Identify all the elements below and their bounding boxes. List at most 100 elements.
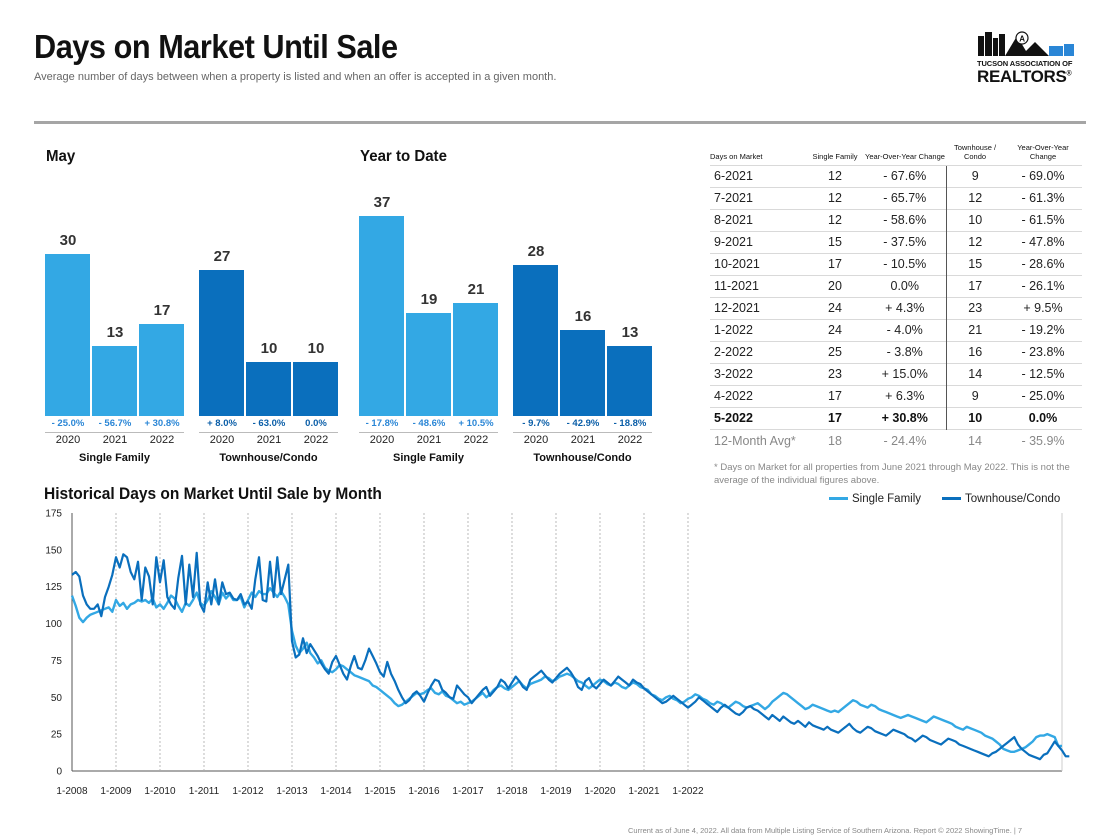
table-row: 11-2021 20 0.0% 17- 26.1% bbox=[710, 274, 1082, 298]
ytd-townhouse-condo-change-2020: - 9.7% bbox=[522, 418, 550, 429]
table-cell: 10 bbox=[945, 208, 1004, 232]
y-tick-label-25: 25 bbox=[51, 730, 63, 741]
table-cell: 14 bbox=[946, 428, 1004, 452]
line-chart-title: Historical Days on Market Until Sale by … bbox=[44, 485, 382, 503]
y-tick-label-75: 75 bbox=[51, 656, 63, 667]
table-cell: + 30.8% bbox=[864, 406, 946, 430]
table-cell: 12-2021 bbox=[710, 296, 806, 320]
table-row: 3-2022 23 + 15.0% 14- 12.5% bbox=[710, 362, 1082, 386]
table-cell: - 37.5% bbox=[864, 230, 946, 254]
table-cell: 18 bbox=[806, 428, 864, 452]
table-row: 5-2022 17 + 30.8% 10 0.0% bbox=[710, 406, 1082, 430]
ytd-single-family-year-2021: 2021 bbox=[416, 434, 442, 446]
table-cell: - 26.1% bbox=[1004, 274, 1082, 298]
may-single-family-change-2021: - 56.7% bbox=[98, 418, 132, 429]
table-cell: - 61.3% bbox=[1004, 186, 1082, 210]
table-cell: 8-2021 bbox=[710, 208, 806, 232]
legend-single-family: Single Family bbox=[829, 493, 921, 505]
ytd-townhouse-condo-change-2022: - 18.8% bbox=[613, 418, 647, 429]
col-days-on-market: Days on Market bbox=[710, 152, 763, 162]
may-single-family-year-2020: 2020 bbox=[55, 434, 81, 446]
ytd-townhouse-condo-group-label: Townhouse/Condo bbox=[533, 452, 632, 464]
table-cell: - 10.5% bbox=[864, 252, 946, 276]
table-cell: - 3.8% bbox=[864, 340, 946, 364]
table-cell: 9 bbox=[945, 164, 1004, 188]
table-cell: + 4.3% bbox=[864, 296, 946, 320]
table-row: 9-2021 15- 37.5% 12- 47.8% bbox=[710, 230, 1082, 254]
ytd-single-family-change-2021: - 48.6% bbox=[412, 418, 446, 429]
x-tick-label-1-2017: 1-2017 bbox=[452, 786, 484, 797]
table-cell: 11-2021 bbox=[710, 274, 806, 298]
legend-label-single-family: Single Family bbox=[852, 493, 922, 505]
table-cell: 23 bbox=[945, 296, 1004, 320]
table-cell: 3-2022 bbox=[710, 362, 806, 386]
table-cell: 16 bbox=[945, 340, 1004, 364]
y-tick-label-175: 175 bbox=[45, 509, 62, 520]
table-cell: 12-Month Avg* bbox=[710, 428, 806, 452]
table-cell: - 69.0% bbox=[1004, 164, 1082, 188]
may-single-family-bar-2021 bbox=[92, 345, 137, 416]
footnote: * Days on Market for all properties from… bbox=[714, 462, 1070, 486]
table-cell: 1-2022 bbox=[710, 318, 806, 342]
y-tick-label-50: 50 bbox=[51, 693, 63, 704]
table-cell: - 61.5% bbox=[1004, 208, 1082, 232]
table-cell: - 28.6% bbox=[1004, 252, 1082, 276]
table-cell: - 67.6% bbox=[864, 164, 946, 188]
x-tick-label-1-2012: 1-2012 bbox=[232, 786, 264, 797]
table-cell: 20 bbox=[806, 274, 864, 298]
may-single-family-value-2020: 30 bbox=[59, 232, 77, 249]
table-row: 12-2021 24 + 4.3% 23 + 9.5% bbox=[710, 296, 1082, 320]
city-skyline-icon: A bbox=[978, 31, 1074, 56]
table-cell: + 15.0% bbox=[864, 362, 946, 386]
may-townhouse-condo-value-2021: 10 bbox=[260, 340, 278, 357]
table-cell: - 47.8% bbox=[1004, 230, 1082, 254]
x-tick-label-1-2018: 1-2018 bbox=[496, 786, 528, 797]
col-single-family: Single Family bbox=[812, 152, 858, 162]
table-cell: - 35.9% bbox=[1004, 428, 1082, 452]
ytd-single-family-change-2020: - 17.8% bbox=[365, 418, 399, 429]
table-cell: - 12.5% bbox=[1004, 362, 1082, 386]
table-cell: + 6.3% bbox=[864, 384, 946, 408]
may-townhouse-condo-change-2022: 0.0% bbox=[305, 418, 327, 429]
table-cell: - 4.0% bbox=[864, 318, 946, 342]
table-cell: 21 bbox=[945, 318, 1004, 342]
ytd-single-family-bar-2022 bbox=[453, 302, 498, 416]
table-cell: 14 bbox=[945, 362, 1004, 386]
ytd-single-family-group-label: Single Family bbox=[393, 452, 464, 464]
table-cell: - 24.4% bbox=[864, 428, 946, 452]
table-cell: - 25.0% bbox=[1004, 384, 1082, 408]
table-cell: 0.0% bbox=[1004, 406, 1082, 430]
ytd-townhouse-condo-value-2020: 28 bbox=[527, 242, 545, 260]
table-cell: + 9.5% bbox=[1004, 296, 1082, 320]
x-tick-label-1-2019: 1-2019 bbox=[540, 786, 572, 797]
table-cell: 4-2022 bbox=[710, 384, 806, 408]
table-cell: 10-2021 bbox=[710, 252, 806, 276]
table-cell: 12 bbox=[806, 208, 864, 232]
table-header-row: Days on Market Single Family Year-Over-Y… bbox=[710, 143, 1082, 165]
svg-text:A: A bbox=[1019, 35, 1025, 44]
table-cell: - 23.8% bbox=[1004, 340, 1082, 364]
ytd-townhouse-condo-change-2021: - 42.9% bbox=[566, 418, 600, 429]
x-tick-label-1-2011: 1-2011 bbox=[189, 786, 220, 797]
col-sf-change: Year-Over-Year Change bbox=[865, 152, 945, 162]
ytd-single-family-divider bbox=[359, 432, 498, 433]
monthly-stats-table: Days on Market Single Family Year-Over-Y… bbox=[710, 143, 1082, 452]
ytd-single-family-year-2020: 2020 bbox=[369, 434, 395, 446]
y-tick-label-0: 0 bbox=[56, 767, 62, 778]
table-row: 7-2021 12- 65.7% 12- 61.3% bbox=[710, 186, 1082, 210]
logo-line-2: REALTORS® bbox=[977, 67, 1072, 86]
table-cell: 17 bbox=[806, 406, 864, 430]
may-single-family-change-2020: - 25.0% bbox=[51, 418, 85, 429]
legend-label-townhouse: Townhouse/Condo bbox=[965, 493, 1061, 505]
ytd-single-family-value-2020: 37 bbox=[373, 194, 391, 212]
table-cell: 5-2022 bbox=[710, 406, 806, 430]
col-townhouse: Townhouse / Condo bbox=[953, 143, 997, 162]
x-tick-label-1-2013: 1-2013 bbox=[276, 786, 308, 797]
may-single-family-bar-2020 bbox=[45, 254, 90, 416]
y-tick-label-125: 125 bbox=[45, 582, 62, 593]
table-cell: 25 bbox=[806, 340, 864, 364]
ytd-single-family-value-2022: 21 bbox=[467, 280, 485, 298]
may-townhouse-condo-year-2021: 2021 bbox=[256, 434, 282, 446]
legend-swatch-townhouse bbox=[942, 497, 961, 501]
table-row: 6-2021 12- 67.6% 9- 69.0% bbox=[710, 164, 1082, 188]
